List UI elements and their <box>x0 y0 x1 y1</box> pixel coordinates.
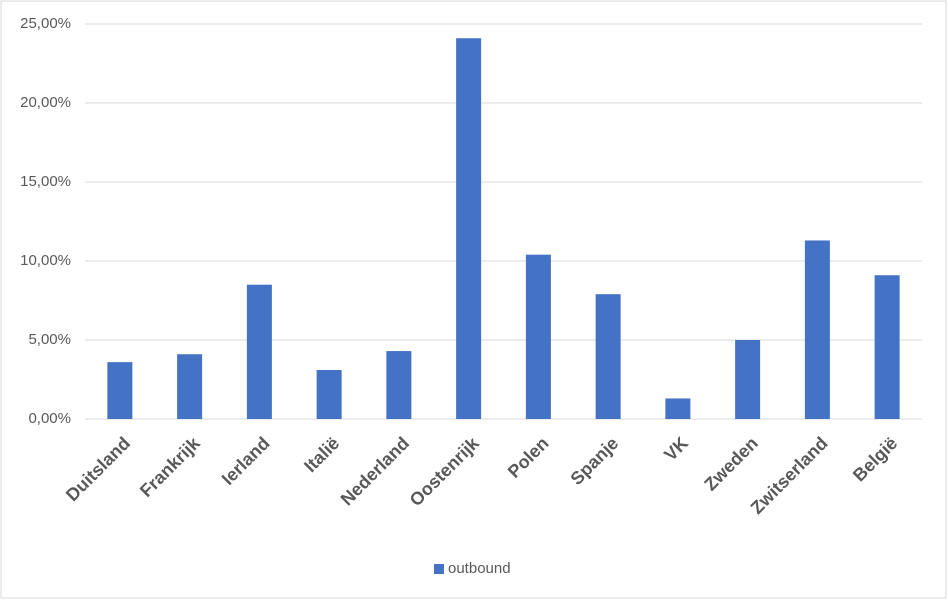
y-tick-label: 0,00% <box>28 410 71 427</box>
bar <box>804 240 830 419</box>
y-tick-label: 5,00% <box>28 331 71 348</box>
y-tick-label: 20,00% <box>20 94 71 111</box>
bar <box>316 370 342 419</box>
legend-swatch <box>434 564 444 574</box>
y-tick-label: 10,00% <box>20 252 71 269</box>
bar <box>386 351 412 419</box>
bar <box>874 275 900 419</box>
bar <box>246 284 272 419</box>
y-tick-label: 25,00% <box>20 15 71 32</box>
bar <box>107 362 133 419</box>
y-tick-label: 15,00% <box>20 173 71 190</box>
bar <box>456 38 482 419</box>
bar <box>177 354 203 419</box>
bar <box>665 398 691 419</box>
legend-label: outbound <box>448 560 511 577</box>
bar <box>595 294 621 419</box>
bar <box>525 254 551 419</box>
bar <box>735 340 761 419</box>
